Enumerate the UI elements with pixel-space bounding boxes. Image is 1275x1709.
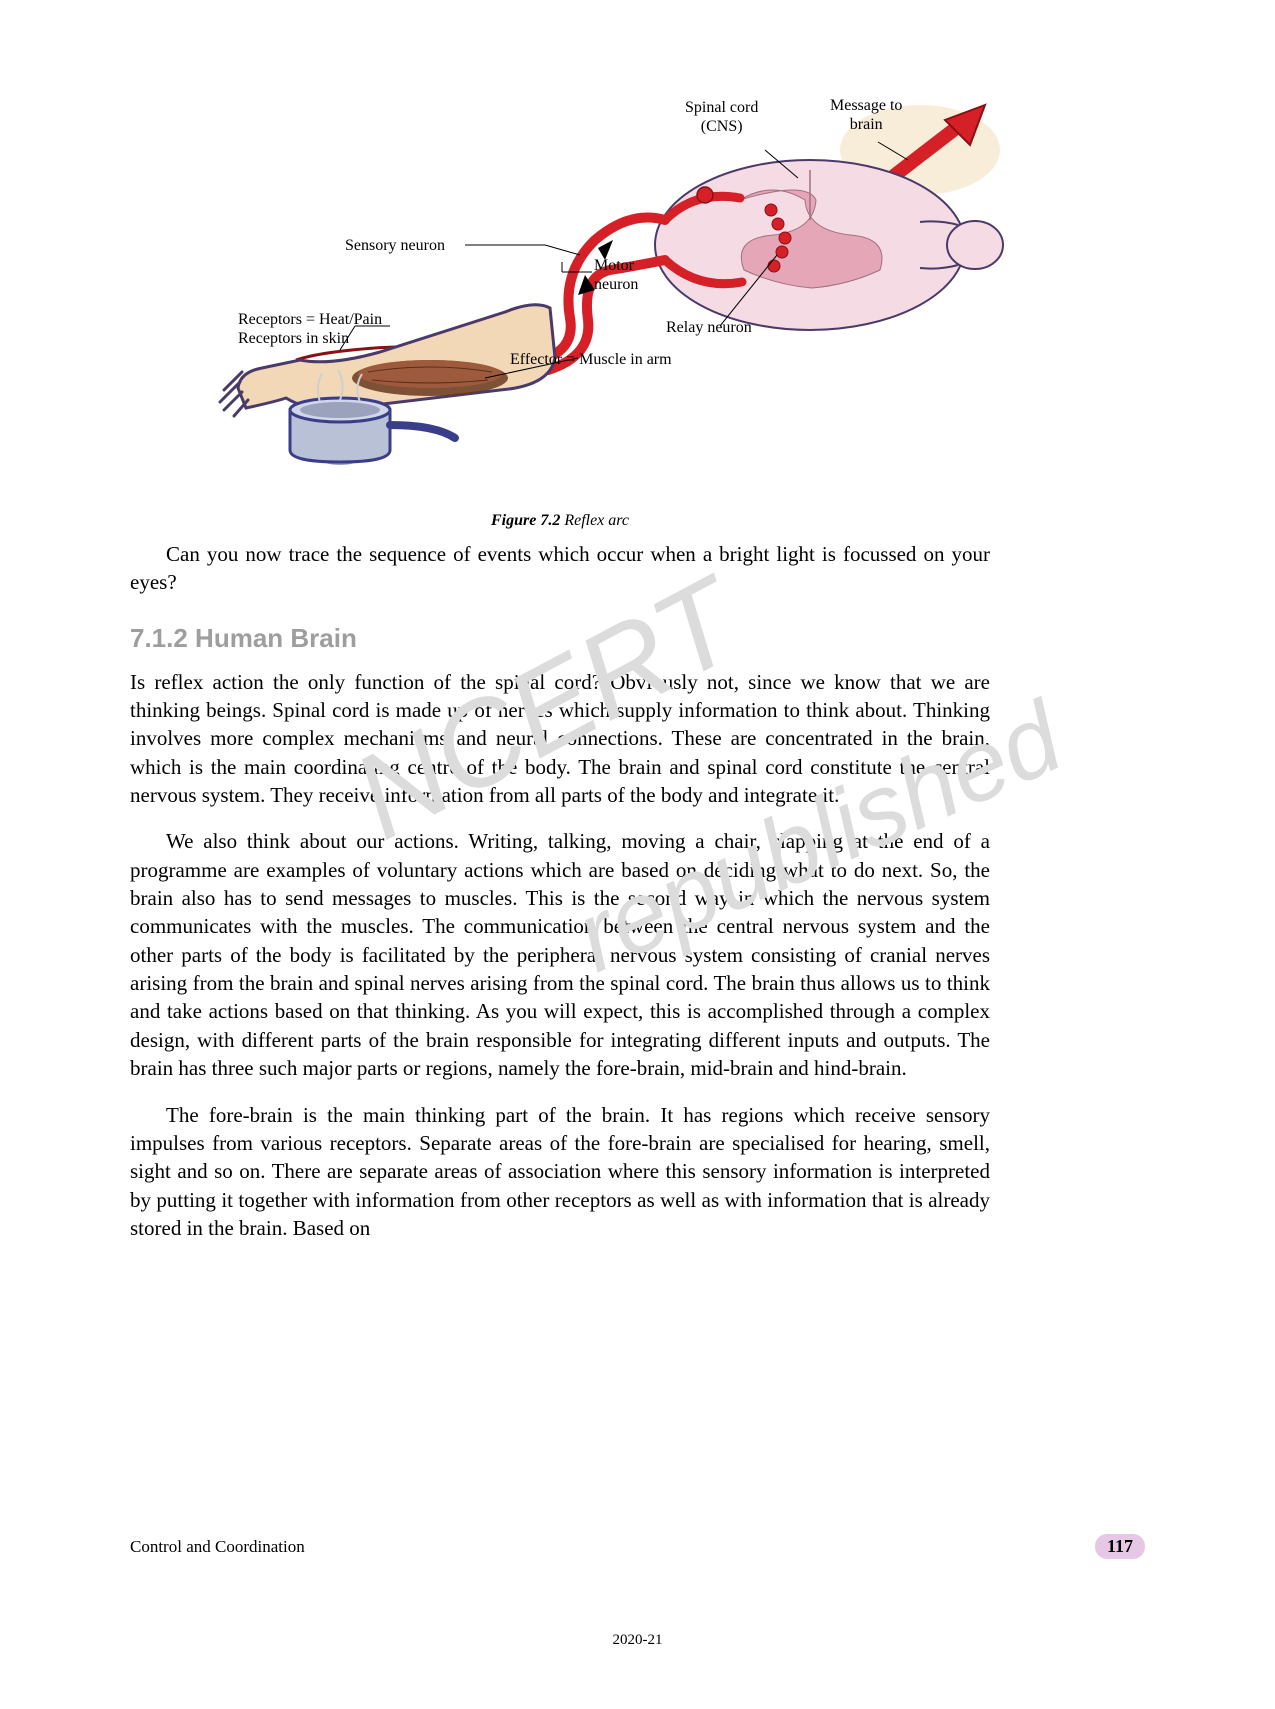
label-message-brain: Message to brain	[830, 96, 902, 134]
label-receptors: Receptors = Heat/Pain Receptors in skin	[238, 310, 382, 348]
figure-caption-number: Figure 7.2	[491, 512, 560, 529]
figure-caption: Figure 7.2 Reflex arc	[130, 512, 990, 530]
label-sensory-neuron: Sensory neuron	[345, 236, 445, 255]
paragraph-3-text: The fore-brain is the main thinking part…	[130, 1103, 990, 1240]
section-heading-7-1-2: 7.1.2 Human Brain	[130, 623, 990, 654]
intro-text: Can you now trace the sequence of events…	[130, 542, 990, 594]
edition-year: 2020-21	[0, 1632, 1275, 1649]
page-container: NCERT republished	[0, 0, 1275, 1709]
paragraph-2-text: We also think about our actions. Writing…	[130, 829, 990, 1080]
page-number-badge: 117	[1095, 1534, 1145, 1559]
label-spinal-cord: Spinal cord (CNS)	[685, 98, 758, 136]
label-relay-neuron: Relay neuron	[666, 318, 752, 337]
footer-chapter-title: Control and Coordination	[130, 1537, 305, 1557]
page-footer: Control and Coordination 117	[130, 1534, 1145, 1559]
paragraph-2: We also think about our actions. Writing…	[130, 827, 990, 1082]
paragraph-3: The fore-brain is the main thinking part…	[130, 1101, 990, 1243]
intro-paragraph: Can you now trace the sequence of events…	[130, 540, 990, 597]
paragraph-1: Is reflex action the only function of th…	[130, 668, 990, 810]
label-motor-neuron: Motor neuron	[594, 256, 638, 294]
figure-caption-title: Reflex arc	[560, 512, 629, 529]
label-effector: Effector = Muscle in arm	[510, 350, 672, 369]
content-column: Spinal cord (CNS) Message to brain Senso…	[130, 90, 990, 1242]
figure-7-2: Spinal cord (CNS) Message to brain Senso…	[130, 90, 990, 530]
